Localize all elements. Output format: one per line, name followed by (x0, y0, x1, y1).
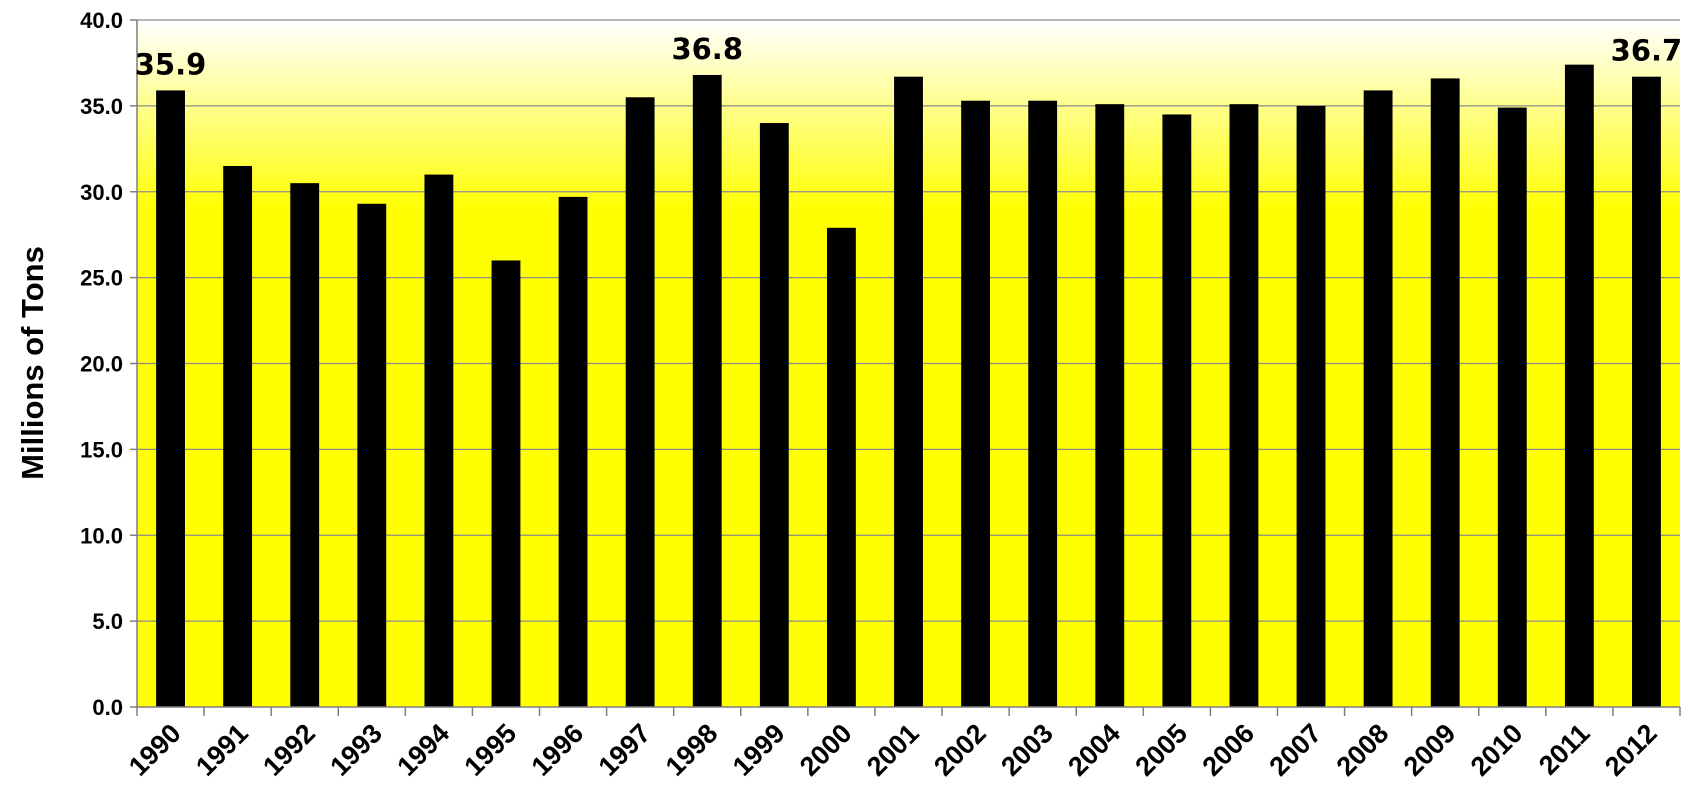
x-tick-label: 2004 (1062, 718, 1126, 782)
bar-1993 (357, 203, 387, 707)
x-tick-label: 2008 (1331, 718, 1395, 782)
x-tick-label: 2005 (1129, 718, 1193, 782)
x-tick-label: 1991 (190, 718, 254, 782)
y-tick-label: 35.0 (80, 94, 123, 119)
x-tick-label: 2009 (1398, 718, 1462, 782)
bar-2011 (1564, 64, 1594, 707)
bar-2000 (826, 227, 856, 707)
x-tick-label: 1993 (324, 718, 388, 782)
data-label-1990: 35.9 (135, 47, 207, 81)
x-tick-label: 1999 (727, 718, 791, 782)
x-tick-label: 1996 (526, 718, 590, 782)
y-axis-title: Millions of Tons (15, 246, 50, 480)
bar-1996 (558, 196, 588, 707)
x-tick-label: 1990 (123, 718, 187, 782)
x-tick-label: 1998 (660, 718, 724, 782)
bar-2010 (1497, 107, 1527, 707)
x-tick-label: 1992 (257, 718, 321, 782)
y-tick-label: 30.0 (80, 180, 123, 205)
data-labels: 35.9 36.8 36.7 (135, 32, 1682, 81)
x-tick-label: 1997 (593, 718, 657, 782)
y-axis-ticks: 0.0 5.0 10.0 15.0 20.0 25.0 30.0 35.0 40.0 (80, 8, 137, 720)
y-tick-label: 5.0 (92, 609, 123, 634)
x-tick-label: 2000 (794, 718, 858, 782)
bar-1998 (692, 74, 722, 707)
bar-1999 (759, 123, 789, 708)
bar-2012 (1632, 76, 1661, 708)
x-tick-label: 2006 (1196, 718, 1260, 782)
bar-1995 (491, 260, 521, 707)
bar-1994 (424, 174, 454, 707)
bar-1992 (290, 183, 320, 708)
x-tick-label: 1995 (459, 718, 523, 782)
y-tick-label: 15.0 (80, 437, 123, 462)
x-tick-label: 2010 (1465, 718, 1529, 782)
bar-1997 (625, 97, 655, 708)
bar-2004 (1095, 104, 1125, 708)
bars (156, 64, 1661, 708)
data-label-1998: 36.8 (671, 32, 743, 66)
x-tick-label: 2003 (995, 718, 1059, 782)
x-tick-label: 2012 (1599, 718, 1663, 782)
x-tick-label: 2001 (861, 718, 925, 782)
bar-2009 (1430, 78, 1460, 707)
x-tick-label: 2002 (928, 718, 992, 782)
x-tick-label: 2011 (1533, 718, 1596, 781)
bar-2003 (1028, 100, 1058, 707)
y-tick-label: 40.0 (80, 8, 123, 33)
y-tick-label: 10.0 (80, 523, 123, 548)
bar-1991 (223, 165, 253, 708)
bar-2007 (1296, 105, 1326, 707)
data-label-2012: 36.7 (1611, 34, 1683, 68)
bar-2002 (961, 100, 991, 707)
bar-1990 (156, 90, 185, 708)
bar-2008 (1363, 90, 1393, 708)
bar-2006 (1229, 104, 1259, 708)
x-tick-label: 2007 (1264, 718, 1328, 782)
y-tick-label: 0.0 (92, 695, 123, 720)
y-tick-label: 25.0 (80, 266, 123, 291)
x-axis-ticks: 1990 1991 1992 1993 1994 1995 1996 1997 1998 1999… (123, 707, 1681, 782)
y-tick-label: 20.0 (80, 352, 123, 377)
bar-2001 (894, 76, 923, 708)
bar-2005 (1162, 114, 1192, 707)
x-tick-label: 1994 (391, 718, 455, 782)
